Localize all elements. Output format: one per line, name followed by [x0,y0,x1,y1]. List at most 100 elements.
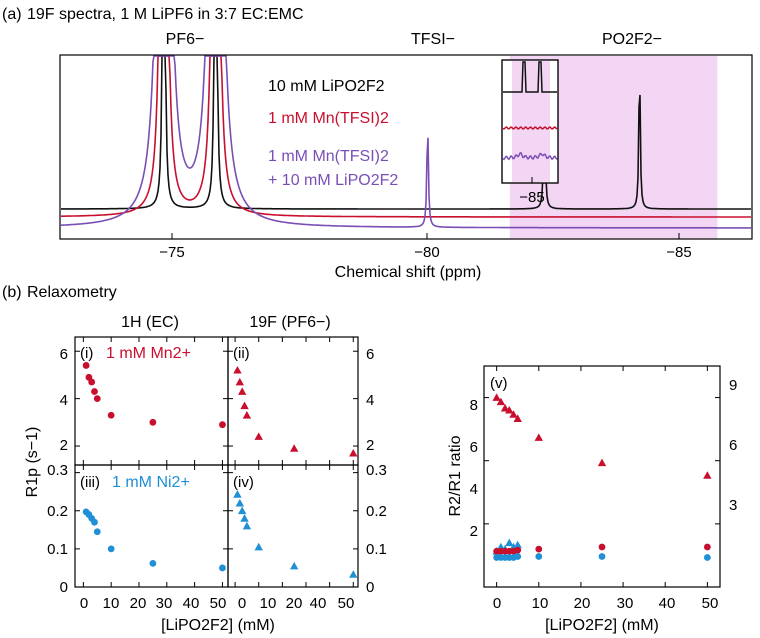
tag-iii: (iii) [80,474,100,491]
xtick-iii-0: 0 [80,595,88,612]
point-v-2-5 [514,546,522,554]
ytick-iv-03: 0.3 [366,462,387,479]
tag-v: (v) [490,375,508,392]
ytick-iv-0: 0 [366,579,374,596]
point-v-2-8 [703,543,711,551]
point-ii-0-2 [237,387,247,395]
point-i-0-2 [88,378,96,386]
point-i-0-7 [219,421,226,429]
legend-item-purple: 1 mM Mn(TFSI)2 [268,148,389,165]
point-v-0-8 [703,471,712,479]
ytick-v-right-9: 9 [729,377,737,394]
xtick-v-10: 10 [532,595,549,612]
point-iii-0-3 [91,518,98,526]
col-title-1h: 1H (EC) [121,314,179,331]
spectrum-plot [59,54,753,240]
point-ii-0-0 [233,365,242,374]
point-v-0-0 [492,393,501,401]
point-iii-0-6 [149,559,157,567]
point-ii-0-7 [349,448,358,457]
point-iv-0-3 [240,514,249,522]
spectrum-xlabel: Chemical shift (ppm) [335,264,482,281]
peak-label-po2f2: PO2F2− [602,31,662,48]
ytick-i-4: 4 [60,392,68,409]
point-i-0-4 [93,395,101,403]
panel-a-title: 19F spectra, 1 M LiPF6 in 3:7 EC:EMC [27,6,304,23]
spectrum-xtick-75: −75 [159,244,184,261]
spectrum-xtick-85: −85 [666,244,691,261]
xtick-iii-50: 50 [210,595,227,612]
legend-item-red: 1 mM Mn(TFSI)2 [268,110,389,127]
spectrum-line-2 [61,55,751,229]
ylabel-right: R2/R1 ratio [447,435,464,516]
xtick-iv-10: 10 [260,595,277,612]
point-v-0-4 [509,410,518,418]
point-v-3-5 [514,553,522,560]
xtick-iii-10: 10 [103,595,120,612]
tag-i: (i) [80,345,93,362]
point-v-0-7 [597,458,607,467]
point-v-3-7 [598,553,606,560]
point-v-1-5 [513,540,522,549]
point-ii-0-4 [242,411,252,419]
xtick-v-30: 30 [617,595,634,612]
point-v-1-1 [496,542,506,551]
inset-plot [501,59,559,184]
ytick-v-right-3: 3 [729,497,737,514]
ytick-v-left-6: 6 [470,439,478,456]
xtick-v-50: 50 [702,595,719,612]
point-ii-0-1 [235,377,245,386]
panel-v-frame [483,365,721,588]
relaxometry-ticks [75,337,720,588]
point-iii-0-5 [107,545,115,553]
point-ii-0-5 [254,432,263,440]
point-i-0-0 [82,362,90,369]
tag-iv: (iv) [233,474,254,491]
point-v-0-2 [500,403,510,412]
point-v-1-3 [505,538,514,547]
point-i-0-5 [107,411,115,419]
panel-b-title: Relaxometry [27,284,117,301]
ytick-iii-0: 0 [60,579,68,596]
xtick-iv-50: 50 [338,595,355,612]
ytick-v-left-2: 2 [470,523,478,540]
xtick-v-0: 0 [493,595,501,612]
ytick-v-right-6: 6 [729,437,737,454]
point-ii-0-6 [289,444,299,452]
spectrum-line-0 [61,55,751,210]
ytick-iii-01: 0.1 [47,541,68,558]
panel-b-label: (b) [2,284,22,301]
point-iv-0-6 [289,561,299,570]
ytick-ii-6: 6 [366,346,374,363]
spectrum-line-1 [61,55,751,218]
point-v-2-6 [535,545,543,553]
ytick-iii-02: 0.2 [47,503,68,520]
ytick-ii-2: 2 [366,437,374,454]
ytick-v-left-8: 8 [470,397,478,414]
tag-ii: (ii) [233,345,250,362]
xlabel-right: [LiPO2F2] (mM) [545,617,659,634]
point-v-0-1 [496,397,506,406]
point-ii-0-3 [240,401,249,410]
ni-label: 1 mM Ni2+ [112,474,190,491]
point-iv-0-5 [254,542,263,551]
point-v-3-8 [703,554,711,561]
mn-label: 1 mM Mn2+ [106,345,191,362]
ytick-ii-4: 4 [366,392,374,409]
xlabel-left: [LiPO2F2] (mM) [161,617,275,634]
xtick-iii-40: 40 [183,595,200,612]
legend-item-purple-2: + 10 mM LiPO2F2 [268,172,398,189]
point-iv-0-2 [237,506,247,515]
xtick-iv-20: 20 [286,595,303,612]
point-v-0-3 [505,406,514,414]
ylabel-left: R1p (s−1) [24,427,41,498]
col-title-19f: 19F (PF6−) [249,314,330,331]
point-i-0-3 [91,388,98,395]
point-iv-0-4 [242,521,252,530]
point-v-2-7 [598,543,606,551]
ytick-v-left-4: 4 [470,481,478,498]
xtick-iii-30: 30 [156,595,173,612]
point-iv-0-0 [233,490,242,498]
legend-item-black: 10 mM LiPO2F2 [268,78,385,95]
